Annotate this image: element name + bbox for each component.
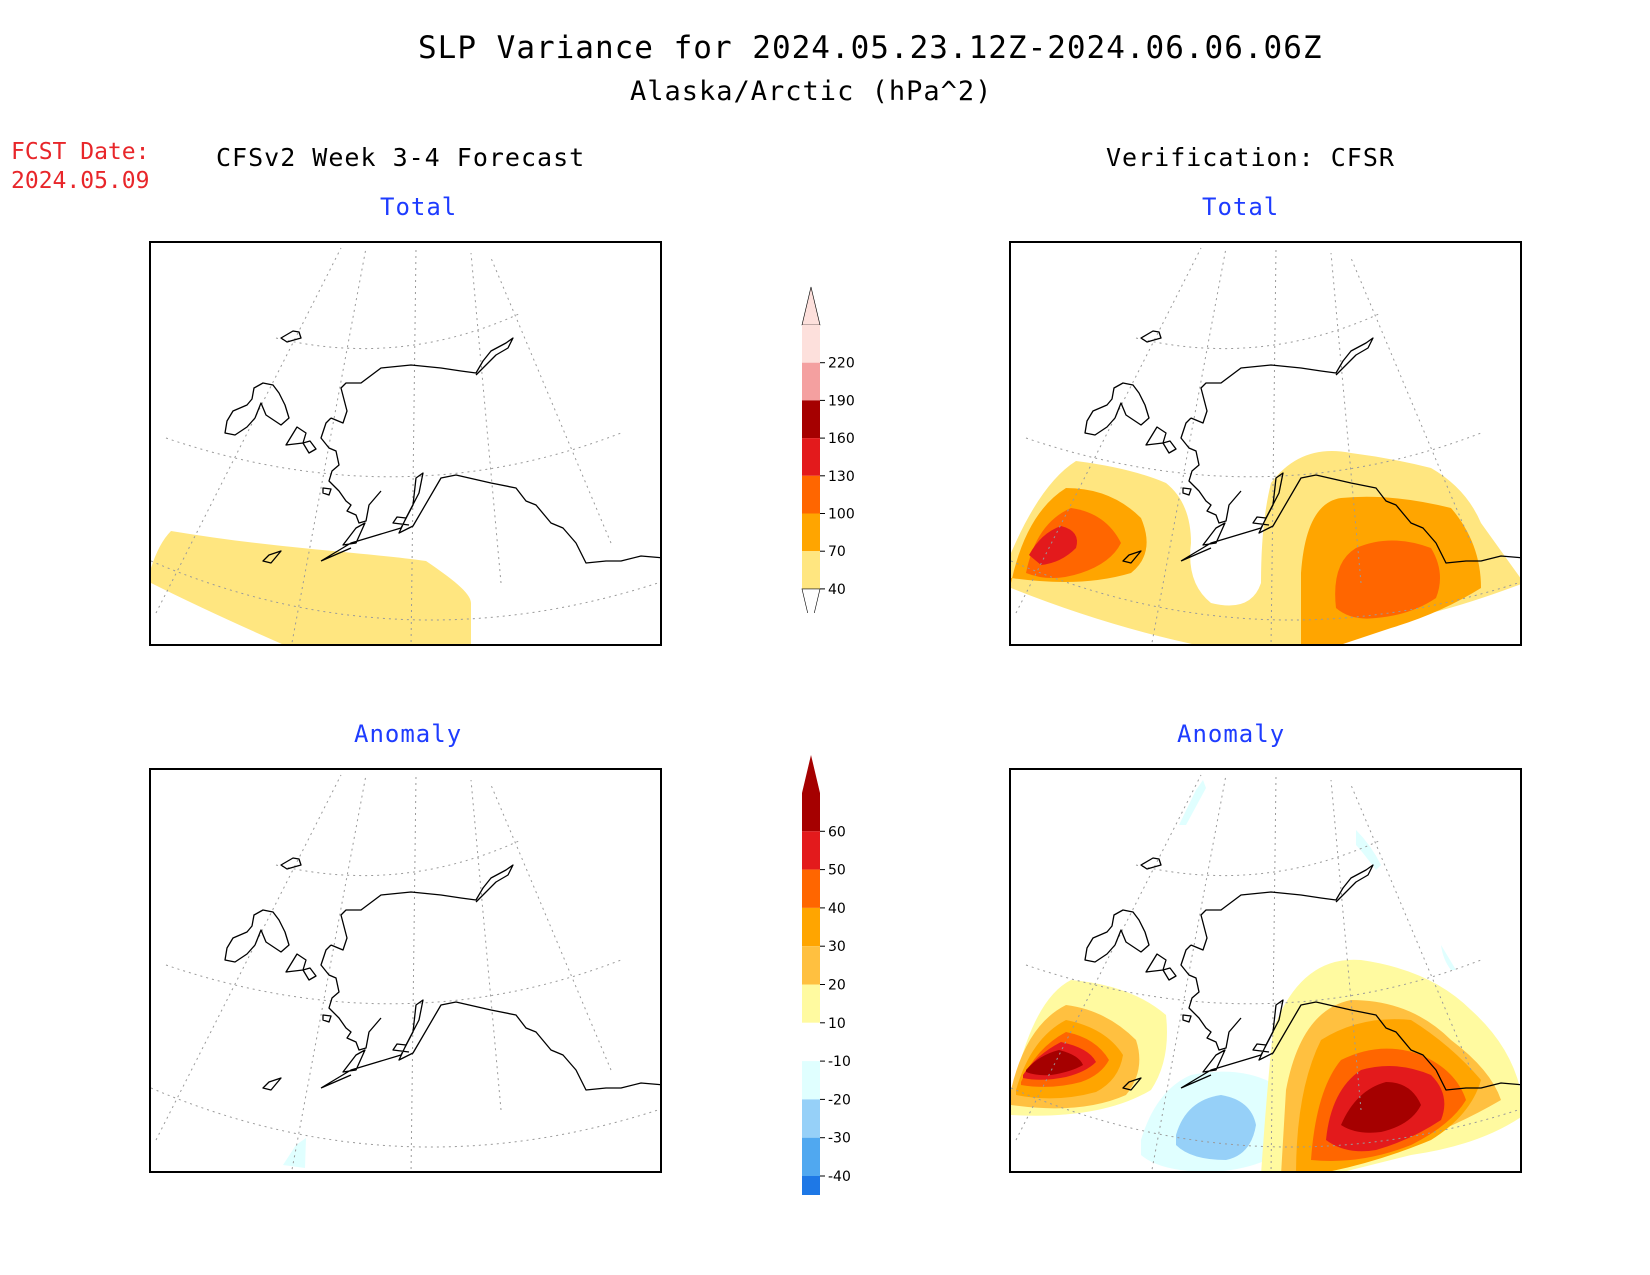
fcst-date-block: FCST Date: 2024.05.09 xyxy=(11,138,149,196)
map-verification-total xyxy=(1009,241,1522,646)
coastline xyxy=(224,330,660,564)
page-title: SLP Variance for 2024.05.23.12Z-2024.06.… xyxy=(418,30,1323,66)
graticule xyxy=(1011,774,1520,1171)
map-forecast-anomaly xyxy=(149,768,662,1173)
verification-heading: Verification: CFSR xyxy=(1106,143,1395,172)
colorbar-tick-label: 160 xyxy=(828,431,855,447)
colorbar-tick-label: 100 xyxy=(828,507,855,523)
colorbar-tick-label: -10 xyxy=(828,1054,851,1070)
colorbar-tick-label: -30 xyxy=(828,1131,851,1147)
coastline xyxy=(1084,330,1520,564)
map-verification-anomaly xyxy=(1009,768,1522,1173)
graticule xyxy=(151,774,660,1171)
colorbar-tick-label: 220 xyxy=(828,356,855,372)
map-forecast-anomaly-svg xyxy=(151,774,660,1171)
fill-layer xyxy=(1011,780,1520,1171)
colorbar-tick-label: 50 xyxy=(828,863,846,879)
fill-layer xyxy=(283,1138,306,1168)
colorbar-tick-label: 130 xyxy=(828,469,855,485)
forecast-heading: CFSv2 Week 3-4 Forecast xyxy=(216,143,586,172)
colorbar-tick-label: -40 xyxy=(828,1169,851,1185)
map-forecast-total-svg xyxy=(151,247,660,644)
colorbar-tick-label: 60 xyxy=(828,824,846,840)
panel-title-verification-total: Total xyxy=(1202,193,1280,221)
page-subtitle: Alaska/Arctic (hPa^2) xyxy=(630,76,993,107)
fcst-date-label: FCST Date: xyxy=(11,139,150,165)
colorbar-tick-label: 30 xyxy=(828,939,846,955)
coastline xyxy=(1084,857,1520,1091)
graticule xyxy=(1011,247,1520,644)
colorbar-tick-label: 70 xyxy=(828,544,846,560)
panel-title-forecast-anomaly: Anomaly xyxy=(354,720,463,748)
fill-layer xyxy=(1011,451,1520,644)
colorbar-total: 220 190 160 130 100 70 40 xyxy=(801,286,855,613)
colorbar-anomaly: 60 50 40 30 20 10 -10 -20 -30 -40 xyxy=(802,755,851,1195)
map-verification-anomaly-svg xyxy=(1011,774,1520,1171)
colorbar-tick-label: 40 xyxy=(828,582,846,598)
colorbar-tick-label: 10 xyxy=(828,1016,846,1032)
map-forecast-total xyxy=(149,241,662,646)
colorbar-tick-label: 20 xyxy=(828,978,846,994)
fill-layer xyxy=(151,531,471,644)
colorbar-tick-label: 190 xyxy=(828,393,855,409)
panel-title-verification-anomaly: Anomaly xyxy=(1177,720,1286,748)
graticule xyxy=(151,247,660,644)
coastline xyxy=(224,857,660,1091)
map-verification-total-svg xyxy=(1011,247,1520,644)
panel-title-forecast-total: Total xyxy=(380,193,458,221)
colorbar-tick-label: -20 xyxy=(828,1092,851,1108)
colorbar-tick-label: 40 xyxy=(828,901,846,917)
fcst-date-value: 2024.05.09 xyxy=(11,168,150,194)
